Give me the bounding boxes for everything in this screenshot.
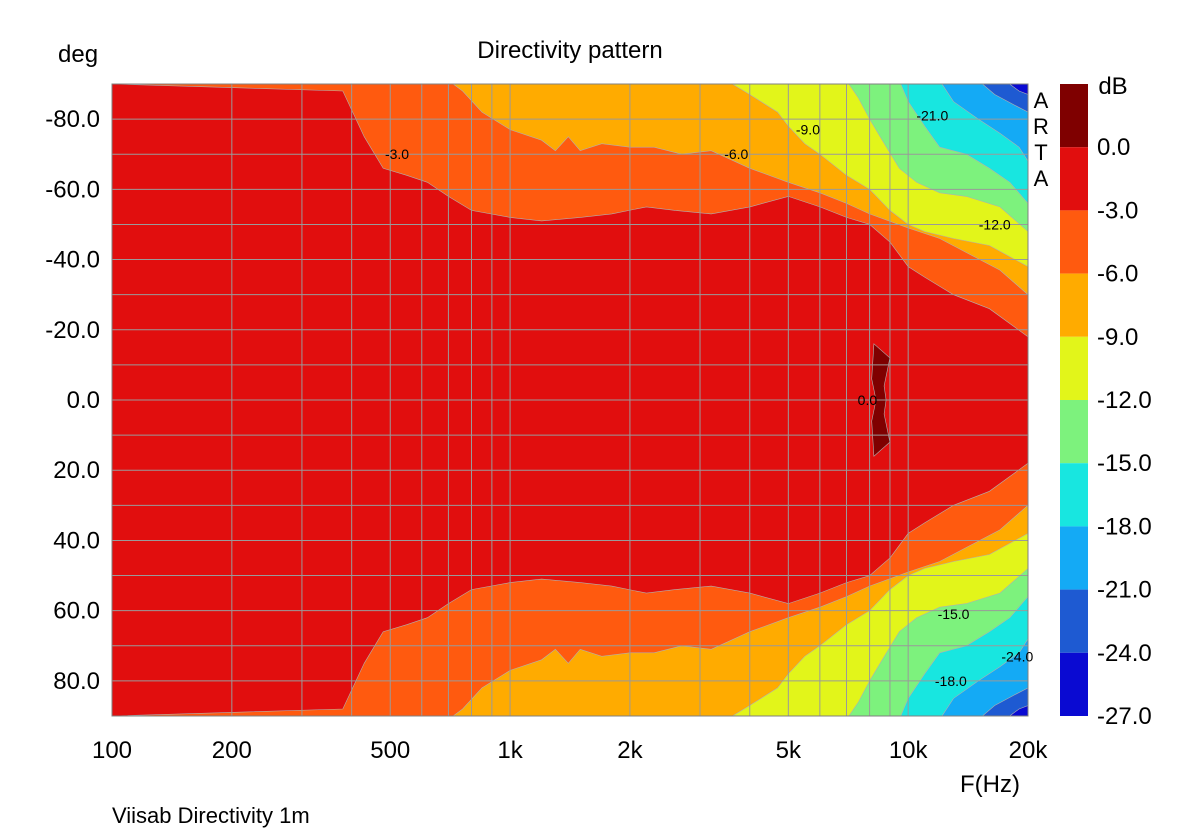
y-tick-label: -20.0 bbox=[45, 317, 100, 344]
watermark-a2: A bbox=[1034, 166, 1049, 191]
colorbar-label: dB bbox=[1098, 73, 1127, 100]
x-tick-label: 200 bbox=[212, 737, 252, 764]
contour-label: -21.0 bbox=[916, 108, 948, 124]
x-tick-label: 100 bbox=[92, 737, 132, 764]
colorbar-swatch bbox=[1060, 526, 1088, 590]
colorbar-tick-label: -3.0 bbox=[1097, 197, 1138, 224]
colorbar-tick-label: -24.0 bbox=[1097, 640, 1152, 667]
x-tick-label: 1k bbox=[497, 737, 523, 764]
watermark-r: R bbox=[1033, 114, 1049, 139]
contour-label: 0.0 bbox=[858, 392, 878, 408]
y-tick-label: -80.0 bbox=[45, 106, 100, 133]
y-tick-label: -60.0 bbox=[45, 176, 100, 203]
y-tick-label: -40.0 bbox=[45, 247, 100, 274]
contour-label: -12.0 bbox=[979, 216, 1011, 232]
y-tick-label: 60.0 bbox=[53, 598, 100, 625]
y-tick-label: 20.0 bbox=[53, 457, 100, 484]
colorbar-swatch bbox=[1060, 589, 1088, 653]
colorbar-swatch bbox=[1060, 147, 1088, 211]
contour-label: -9.0 bbox=[796, 122, 820, 138]
contour-label: -15.0 bbox=[938, 606, 970, 622]
contour-band-lower bbox=[981, 687, 1028, 716]
x-tick-label: 5k bbox=[776, 737, 802, 764]
contour-label: -18.0 bbox=[935, 673, 967, 689]
contour-band-lower bbox=[1009, 705, 1028, 716]
colorbar-tick-label: -21.0 bbox=[1097, 577, 1152, 604]
contour-band-upper bbox=[941, 84, 1028, 162]
x-tick-label: 500 bbox=[370, 737, 410, 764]
contour-band-upper bbox=[981, 84, 1028, 113]
colorbar-tick-label: 0.0 bbox=[1097, 134, 1130, 161]
y-tick-label: 80.0 bbox=[53, 668, 100, 695]
contour-label: -3.0 bbox=[385, 146, 409, 162]
contour-band-upper bbox=[1009, 84, 1028, 95]
colorbar-swatch bbox=[1060, 463, 1088, 527]
y-tick-label: 0.0 bbox=[67, 387, 100, 414]
plot-area: -3.0 -6.0 -9.0 -21.0 -12.0 0.0 -15.0 -24.0 -18.0 bbox=[111, 83, 1033, 717]
footer-caption: Viisab Directivity 1m bbox=[112, 803, 310, 828]
plot-frame bbox=[111, 83, 1029, 717]
colorbar-tick-label: -27.0 bbox=[1097, 703, 1152, 730]
contour-band-lower bbox=[941, 638, 1028, 716]
colorbar-swatch bbox=[1060, 336, 1088, 400]
x-tick-label: 2k bbox=[617, 737, 643, 764]
colorbar-tick-label: -9.0 bbox=[1097, 324, 1138, 351]
colorbar-tick-label: -12.0 bbox=[1097, 387, 1152, 414]
watermark-t: T bbox=[1034, 140, 1047, 165]
colorbar-swatch bbox=[1060, 652, 1088, 716]
x-tick-label: 20k bbox=[1009, 737, 1049, 764]
y-tick-label: 40.0 bbox=[53, 527, 100, 554]
colorbar-swatch bbox=[1060, 84, 1088, 148]
chart-title: Directivity pattern bbox=[477, 37, 662, 64]
y-axis-label: deg bbox=[58, 41, 98, 68]
colorbar-tick-label: -6.0 bbox=[1097, 261, 1138, 288]
contour-label: -6.0 bbox=[724, 146, 748, 162]
contour-label: -24.0 bbox=[1001, 648, 1033, 664]
colorbar-swatch bbox=[1060, 273, 1088, 337]
x-tick-label: 10k bbox=[889, 737, 929, 764]
colorbar-tick-label: -18.0 bbox=[1097, 513, 1152, 540]
colorbar-swatch bbox=[1060, 400, 1088, 464]
x-axis-label: F(Hz) bbox=[960, 771, 1020, 798]
watermark-a1: A bbox=[1034, 88, 1049, 113]
colorbar-swatch bbox=[1060, 210, 1088, 274]
colorbar-tick-label: -15.0 bbox=[1097, 450, 1152, 477]
